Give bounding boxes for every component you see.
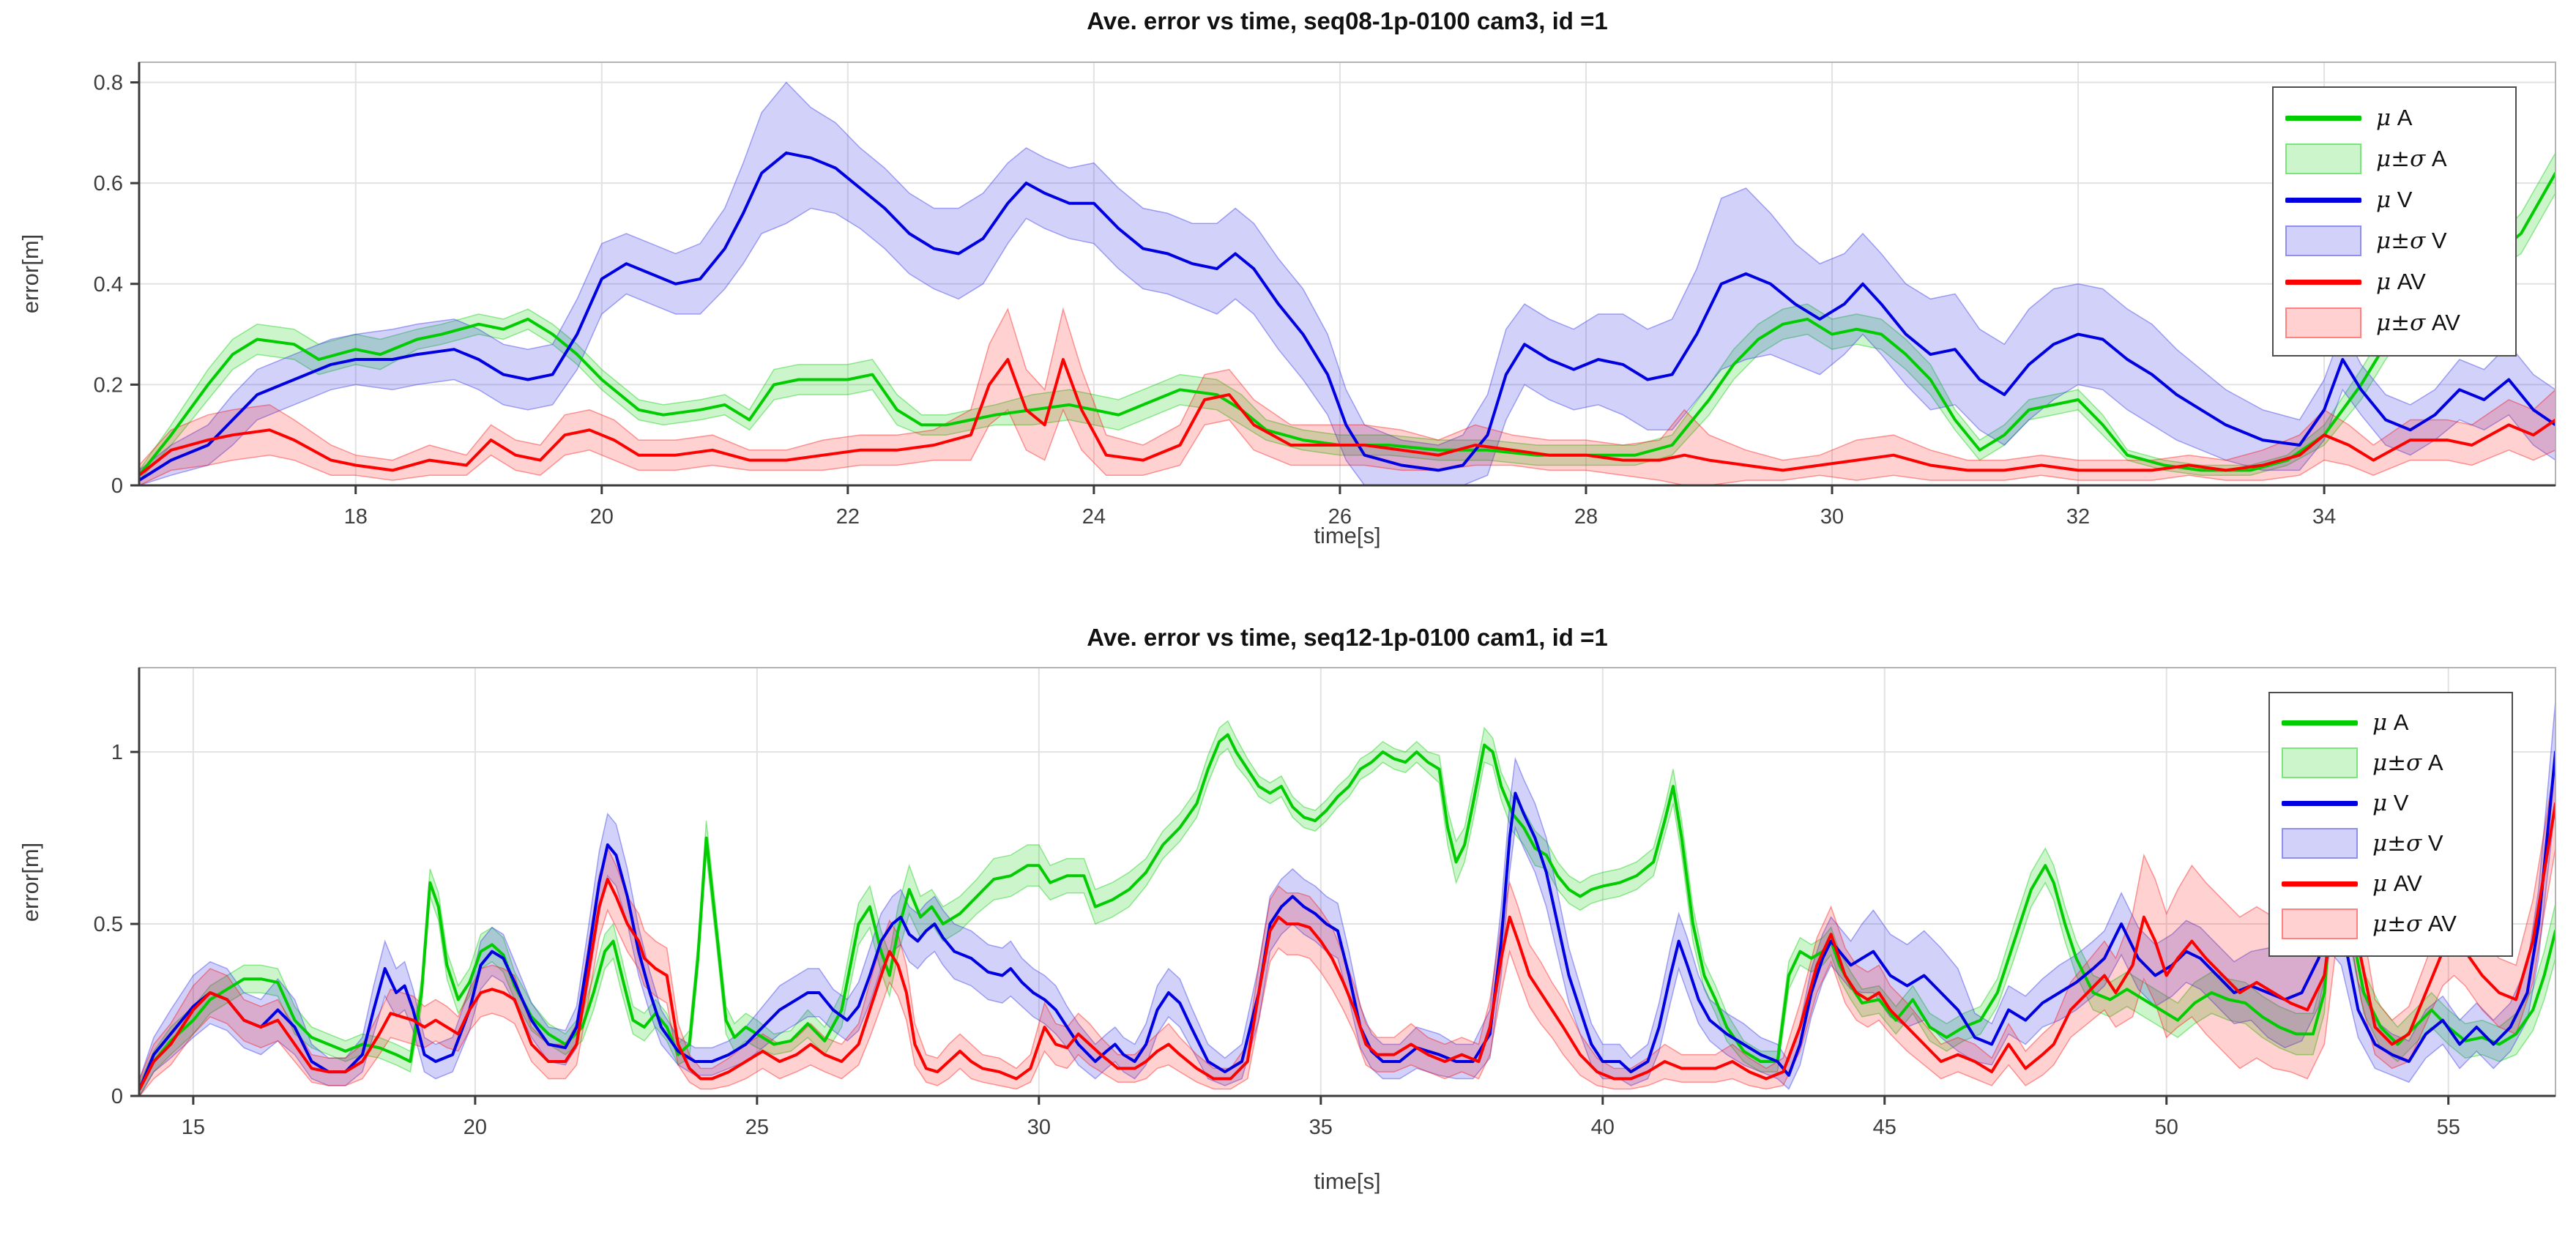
x-tick-label: 40 (1591, 1116, 1615, 1139)
legend-item-V-band: μ±σ V (2285, 225, 2515, 256)
chart1-ylabel: error[m] (18, 234, 43, 314)
legend-label: μ±σ A (2372, 750, 2443, 776)
x-tick-label: 22 (836, 505, 860, 529)
axis-ticks (130, 750, 2450, 1105)
legend-item-AV-mean: μ AV (2282, 870, 2512, 897)
y-tick-label: 0.4 (94, 273, 123, 296)
x-tick-label: 20 (464, 1116, 487, 1139)
legend-item-A-mean: μ A (2282, 709, 2512, 736)
y-tick-label: 0.8 (94, 72, 123, 95)
legend-item-V-mean: μ V (2282, 790, 2512, 816)
legend-label: μ AV (2376, 269, 2426, 295)
legend-label: μ±σ V (2372, 830, 2443, 857)
series-A-line (139, 733, 2555, 1091)
legend-line-swatch (2282, 800, 2358, 806)
tick-labels: 18 20 22 24 26 28 30 32 34 0 0.2 0.4 0.6 0.8 (94, 72, 2337, 529)
legend-line-swatch (2285, 197, 2361, 203)
y-tick-label: 0.2 (94, 373, 123, 397)
x-tick-label: 26 (1328, 505, 1352, 529)
x-tick-label: 50 (2155, 1116, 2178, 1139)
legend-patch-swatch (2285, 225, 2361, 256)
gridlines (139, 668, 2555, 1096)
legend-item-A-band: μ±σ A (2282, 747, 2512, 778)
chart1-xlabel: time[s] (1314, 523, 1381, 548)
legend-patch-swatch (2282, 828, 2358, 859)
chart2-ylabel: error[m] (18, 842, 43, 922)
plot-area (139, 700, 2555, 1096)
legend-label: μ±σ AV (2376, 310, 2460, 336)
legend-item-AV-mean: μ AV (2285, 269, 2515, 295)
legend-line-swatch (2282, 720, 2358, 725)
x-tick-label: 18 (344, 505, 368, 529)
gridlines (139, 62, 2555, 485)
tick-labels: 15 20 25 30 35 40 45 50 55 0 0.5 1 (94, 741, 2460, 1139)
x-tick-label: 55 (2437, 1116, 2460, 1139)
legend-patch-swatch (2285, 307, 2361, 338)
series-V-band (139, 81, 2555, 485)
legend-label: μ V (2372, 790, 2409, 816)
x-tick-label: 30 (1820, 505, 1844, 529)
y-tick-label: 0 (111, 1085, 123, 1108)
x-tick-label: 28 (1574, 505, 1598, 529)
legend-item-AV-band: μ±σ AV (2285, 307, 2515, 338)
legend-patch-swatch (2285, 143, 2361, 174)
chart2-legend: μ A μ±σ A μ V μ±σ V μ AV μ±σ AV (2268, 692, 2513, 957)
legend-item-A-band: μ±σ A (2285, 143, 2515, 174)
legend-item-V-mean: μ V (2285, 187, 2515, 213)
legend-label: μ A (2372, 709, 2409, 736)
x-tick-label: 24 (1082, 505, 1106, 529)
y-tick-label: 0.5 (94, 913, 123, 936)
legend-item-AV-band: μ±σ AV (2282, 909, 2512, 939)
chart2-xlabel: time[s] (1314, 1168, 1381, 1194)
legend-patch-swatch (2282, 747, 2358, 778)
x-tick-label: 32 (2066, 505, 2090, 529)
legend-label: μ±σ V (2376, 228, 2447, 254)
series-V-band (139, 700, 2555, 1096)
axis-ticks (130, 81, 2326, 494)
series-AV-band (139, 758, 2555, 1096)
y-tick-label: 0 (111, 474, 123, 498)
x-tick-label: 35 (1309, 1116, 1333, 1139)
legend-label: μ±σ AV (2372, 911, 2457, 937)
legend-item-A-mean: μ A (2285, 105, 2515, 131)
plot-area (139, 81, 2555, 485)
series-AV-line (139, 358, 2555, 477)
legend-line-swatch (2285, 115, 2361, 121)
chart1-title: Ave. error vs time, seq08-1p-0100 cam3, … (1087, 7, 1608, 34)
x-tick-label: 45 (1873, 1116, 1896, 1139)
x-tick-label: 34 (2312, 505, 2336, 529)
legend-item-V-band: μ±σ V (2282, 828, 2512, 859)
series-AV-line (139, 802, 2555, 1091)
legend-label: μ±σ A (2376, 146, 2447, 172)
chart2-title: Ave. error vs time, seq12-1p-0100 cam1, … (1087, 624, 1608, 651)
legend-label: μ V (2376, 187, 2413, 213)
series-A-band (139, 152, 2555, 482)
chart1-legend: μ A μ±σ A μ V μ±σ V μ AV μ±σ AV (2272, 86, 2517, 357)
y-tick-label: 1 (111, 741, 123, 764)
series-V-line (139, 750, 2555, 1091)
legend-patch-swatch (2282, 909, 2358, 939)
x-tick-label: 25 (745, 1116, 769, 1139)
x-tick-label: 20 (590, 505, 614, 529)
legend-line-swatch (2282, 881, 2358, 887)
x-tick-label: 30 (1027, 1116, 1051, 1139)
chart-2: 15 20 25 30 35 40 45 50 55 0 0.5 1 (94, 667, 2556, 1139)
legend-label: μ AV (2372, 870, 2422, 897)
chart-1: 18 20 22 24 26 28 30 32 34 0 0.2 0.4 0.6 0.8 (94, 61, 2556, 529)
legend-label: μ A (2376, 105, 2413, 131)
series-A-line (139, 171, 2555, 477)
x-tick-label: 15 (182, 1116, 205, 1139)
legend-line-swatch (2285, 279, 2361, 285)
y-tick-label: 0.6 (94, 172, 123, 195)
series-V-line (139, 151, 2555, 482)
